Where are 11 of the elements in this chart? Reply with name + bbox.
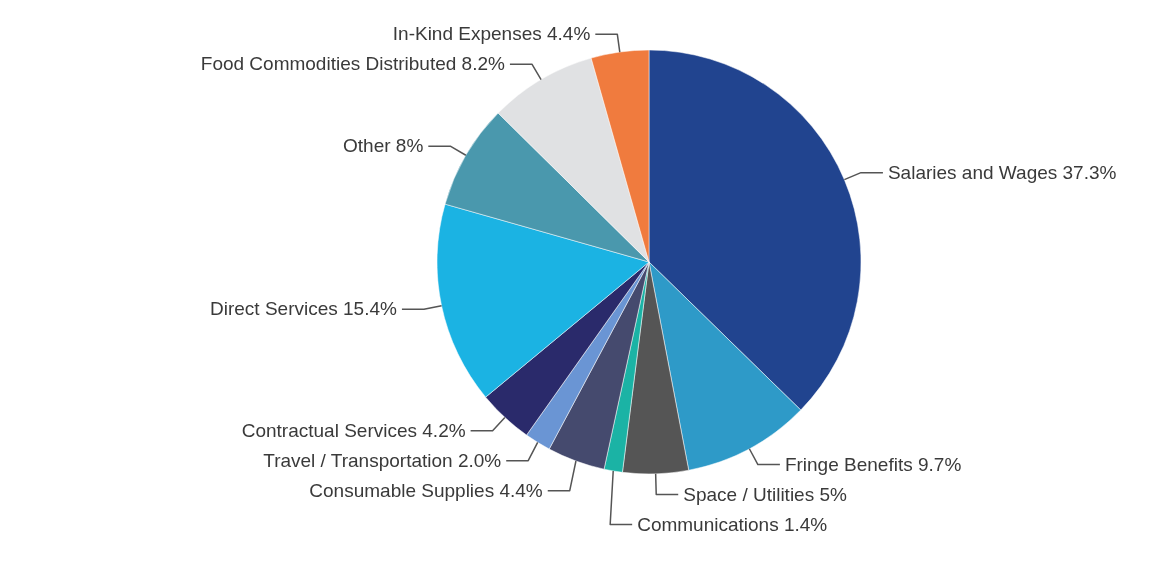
slice-label: Other 8%	[343, 135, 424, 157]
slice-label: Space / Utilities 5%	[683, 483, 848, 505]
slice-label: In-Kind Expenses 4.4%	[392, 23, 591, 45]
slice-label: Contractual Services 4.2%	[241, 419, 466, 441]
slice-label: Travel / Transportation 2.0%	[263, 449, 502, 471]
slice-label: Fringe Benefits 9.7%	[784, 453, 962, 475]
slice-label: Salaries and Wages 37.3%	[887, 161, 1117, 183]
slice-label: Communications 1.4%	[637, 513, 828, 535]
slice-label: Food Commodities Distributed 8.2%	[200, 53, 506, 75]
slice-label: Direct Services 15.4%	[210, 298, 398, 320]
slice-label: Consumable Supplies 4.4%	[309, 479, 543, 501]
